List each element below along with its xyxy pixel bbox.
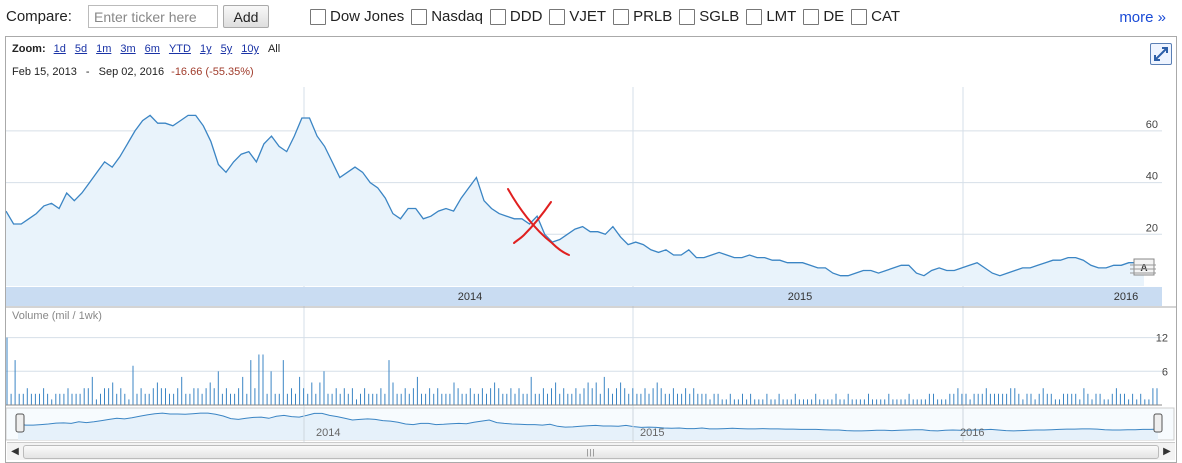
- compare-item-label: DDD: [509, 8, 543, 25]
- compare-label: Compare:: [6, 8, 72, 25]
- compare-item-label: SGLB: [699, 8, 740, 25]
- date-tick-label: 2016: [1114, 291, 1138, 303]
- date-tick-label: 2015: [788, 291, 812, 303]
- range-end[interactable]: Sep 02, 2016: [98, 66, 165, 78]
- zoom-5d[interactable]: 5d: [74, 43, 88, 55]
- range-start[interactable]: Feb 15, 2013: [12, 66, 77, 78]
- zoom-1m[interactable]: 1m: [96, 43, 112, 55]
- scroll-left-icon[interactable]: ◀: [11, 446, 19, 457]
- date-tick-label: 2014: [458, 291, 482, 303]
- price-tick-label: 20: [1146, 222, 1158, 234]
- navigator-right-handle[interactable]: [1153, 413, 1163, 433]
- compare-item-label: CAT: [871, 8, 901, 25]
- zoom-ytd[interactable]: YTD: [168, 43, 191, 55]
- compare-item-prlb[interactable]: PRLB: [613, 8, 672, 25]
- range-separator: -: [85, 66, 90, 78]
- volume-grid: [6, 337, 1162, 372]
- volume-tick-label: 6: [1162, 366, 1168, 378]
- volume-bars: [6, 337, 1162, 406]
- compare-item-label: PRLB: [633, 8, 673, 25]
- compare-item-vjet[interactable]: VJET: [549, 8, 606, 25]
- compare-item-label: VJET: [569, 8, 607, 25]
- compare-item-label: LMT: [766, 8, 797, 25]
- checkbox[interactable]: [549, 8, 566, 25]
- scroll-grip: |||: [586, 448, 596, 457]
- zoom-1d[interactable]: 1d: [53, 43, 66, 55]
- zoom-3m[interactable]: 3m: [120, 43, 136, 55]
- navigator-left-handle[interactable]: [15, 413, 25, 433]
- annotation-flag[interactable]: A: [1130, 258, 1156, 276]
- ticker-input[interactable]: [88, 5, 218, 28]
- zoom-title: Zoom:: [12, 43, 46, 55]
- annotation-stroke: [513, 201, 552, 244]
- price-tick-label: 60: [1146, 119, 1158, 131]
- zoom-all[interactable]: All: [267, 43, 281, 55]
- navigator-tick-label: 2015: [640, 427, 664, 439]
- price-area: [6, 114, 1145, 287]
- volume-tick-label: 12: [1156, 333, 1168, 345]
- annotation-x-mark: [507, 188, 570, 256]
- compare-item-label: DE: [823, 8, 845, 25]
- price-tick-label: 40: [1146, 171, 1158, 183]
- expand-arrows-icon: [1154, 47, 1168, 61]
- horizontal-scrollbar[interactable]: ◀ ||| ▶: [7, 442, 1175, 460]
- volume-y-ticks: 6 12: [1156, 333, 1168, 379]
- price-y-ticks: 20 40 60: [1146, 119, 1158, 234]
- navigator-tick-label: 2016: [960, 427, 984, 439]
- checkbox[interactable]: [310, 8, 326, 25]
- checkbox[interactable]: [851, 8, 868, 25]
- compare-item-dow-jones[interactable]: Dow Jones: [310, 8, 404, 25]
- expand-icon[interactable]: [1150, 43, 1172, 65]
- checkbox[interactable]: [411, 8, 428, 25]
- more-link[interactable]: more »: [1119, 9, 1166, 26]
- checkbox[interactable]: [803, 8, 820, 25]
- compare-item-cat[interactable]: CAT: [851, 8, 900, 25]
- checkbox[interactable]: [613, 8, 630, 25]
- checkbox[interactable]: [679, 8, 696, 25]
- checkbox[interactable]: [489, 8, 506, 25]
- compare-item-ddd[interactable]: DDD: [489, 8, 543, 25]
- compare-item-lmt[interactable]: LMT: [746, 8, 796, 25]
- add-button[interactable]: Add: [223, 5, 269, 28]
- compare-item-nasdaq[interactable]: Nasdaq: [411, 8, 483, 25]
- date-range: Feb 15, 2013 - Sep 02, 2016 -16.66 (-55.…: [12, 66, 254, 78]
- chart-panel: Zoom: 1d 5d 1m 3m 6m YTD 1y 5y 10y All F…: [5, 36, 1177, 463]
- zoom-bar: Zoom: 1d 5d 1m 3m 6m YTD 1y 5y 10y All: [12, 43, 280, 55]
- zoom-10y[interactable]: 10y: [241, 43, 259, 55]
- navigator-tick-label: 2014: [316, 427, 340, 439]
- volume-label: Volume (mil / 1wk): [12, 310, 102, 322]
- zoom-1y[interactable]: 1y: [199, 43, 212, 55]
- compare-item-sglb[interactable]: SGLB: [679, 8, 739, 25]
- zoom-5y[interactable]: 5y: [220, 43, 233, 55]
- scroll-thumb[interactable]: |||: [23, 445, 1159, 459]
- price-line: [6, 114, 1145, 277]
- checkbox[interactable]: [746, 8, 763, 25]
- zoom-6m[interactable]: 6m: [144, 43, 160, 55]
- date-axis-labels: 2014 2015 2016: [458, 291, 1138, 303]
- scroll-right-icon[interactable]: ▶: [1163, 446, 1171, 457]
- compare-item-label: Nasdaq: [431, 8, 483, 25]
- price-fill: [6, 115, 1144, 287]
- range-change: -16.66 (-55.35%): [171, 66, 254, 78]
- compare-bar: Compare: Add Dow Jones Nasdaq DDD VJET P…: [0, 0, 1182, 36]
- compare-list: Dow Jones Nasdaq DDD VJET PRLB SGLB LMT …: [310, 8, 907, 25]
- compare-item-label: Dow Jones: [330, 8, 405, 25]
- flag-box: [1133, 258, 1155, 276]
- navigator-fill: [18, 413, 1158, 440]
- navigator-line: [17, 412, 1159, 432]
- navigator[interactable]: 2014 2015 2016: [6, 407, 1175, 441]
- date-axis-band: [6, 287, 1162, 306]
- chart-canvas[interactable]: 20 40 60 2014 2015 2016 A 6 12 2014 2015 2016: [6, 37, 1176, 442]
- annotation-stroke: [507, 188, 570, 256]
- compare-item-de[interactable]: DE: [803, 8, 844, 25]
